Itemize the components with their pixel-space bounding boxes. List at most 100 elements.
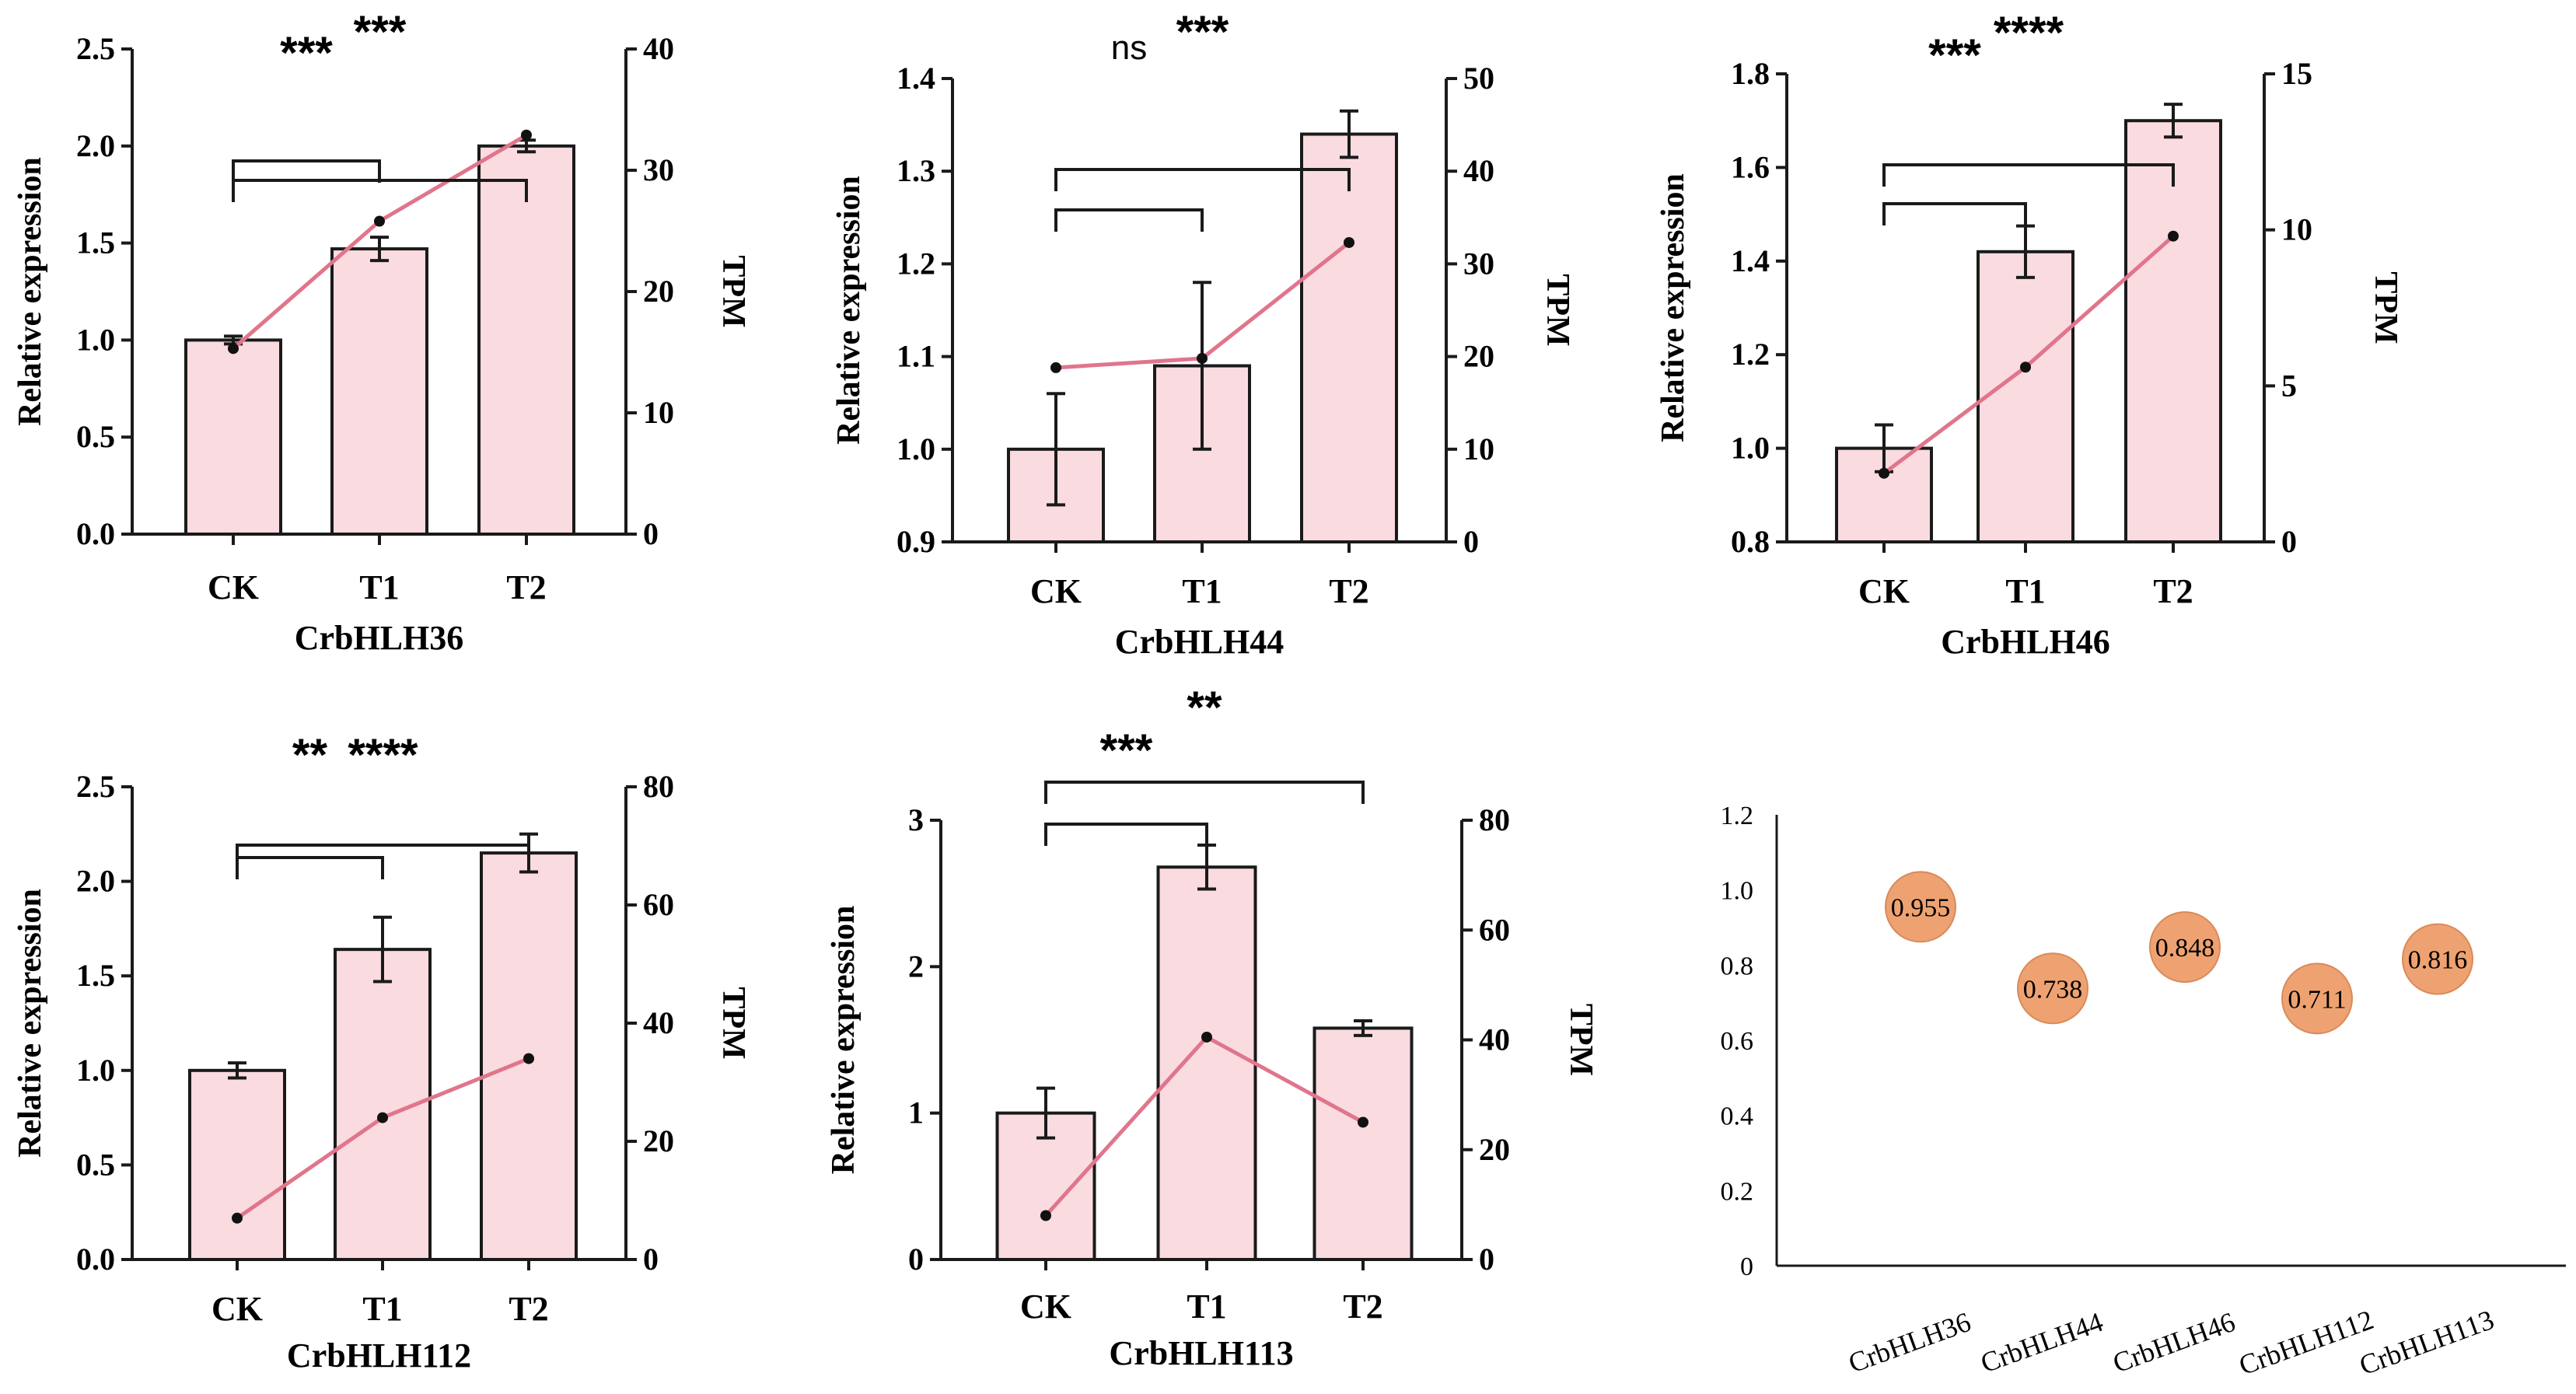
x-tick-label: T2	[1329, 572, 1368, 610]
y-tick-label: 0.8	[1721, 952, 1754, 980]
x-tick-label: CK	[1858, 572, 1910, 610]
x-tick-label: T2	[1343, 1287, 1382, 1326]
correlation-bubble	[2149, 911, 2221, 983]
chart-panel-6: 0 0.2 0.4 0.6 0.8 1.0 1.2 0.955 CrbHLH36 0.738 Crb…	[1721, 802, 2566, 1381]
y2-tick-label: 40	[643, 31, 674, 66]
x-tick-label: T1	[2005, 572, 2045, 610]
y-tick-label: 0	[1740, 1253, 1753, 1281]
x-tick-label: T2	[2153, 572, 2193, 610]
bar-CK	[188, 1068, 286, 1262]
x-category-label: CrbHLH112	[2235, 1304, 2377, 1381]
correlation-bubble	[2017, 952, 2088, 1025]
y-tick-label: 0.2	[1721, 1177, 1754, 1206]
y2-tick-label: 20	[643, 274, 674, 309]
y-tick-label: 2.0	[76, 128, 115, 163]
y2-axis-title: TPM	[715, 255, 751, 327]
y-tick-label: 0	[908, 1242, 924, 1277]
y-tick-label: 1.0	[897, 431, 935, 466]
tpm-point	[377, 1112, 388, 1123]
y2-tick-label: 20	[1463, 339, 1494, 374]
x-tick-label: T1	[362, 1290, 402, 1328]
x-tick-label: T1	[359, 568, 399, 606]
y2-tick-label: 0	[643, 516, 659, 551]
y-tick-label: 2	[908, 949, 924, 983]
y2-tick-label: 80	[1479, 802, 1510, 837]
y-tick-label: 1.2	[1721, 802, 1754, 830]
y-axis-title: Relative expression	[12, 157, 48, 426]
y-tick-label: 1.1	[897, 339, 935, 374]
x-category-label: CrbHLH36	[1844, 1306, 1975, 1379]
x-tick-label: T1	[1187, 1287, 1226, 1326]
tpm-point	[2020, 362, 2031, 373]
gene-title: CrbHLH46	[1941, 623, 2110, 661]
significance-label: **	[292, 730, 328, 781]
y-tick-label: 0.8	[1731, 524, 1770, 559]
y2-tick-label: 0	[1479, 1242, 1494, 1277]
significance-label: ****	[1994, 8, 2064, 58]
y-tick-label: 0.4	[1721, 1102, 1754, 1131]
y-tick-label: 0.5	[76, 419, 115, 454]
tpm-point	[228, 343, 239, 355]
y2-tick-label: 40	[1463, 153, 1494, 188]
significance-bracket	[1044, 823, 1208, 846]
y2-tick-label: 80	[643, 769, 674, 804]
tpm-point	[1358, 1116, 1368, 1128]
y-tick-label: 0.9	[897, 524, 935, 559]
significance-label: ***	[1176, 7, 1229, 58]
y-tick-label: 1.4	[1731, 243, 1770, 278]
significance-bracket	[1044, 781, 1365, 804]
tpm-point	[232, 1212, 243, 1224]
y-tick-label: 1	[908, 1095, 924, 1130]
x-category-label: CrbHLH44	[1977, 1306, 2107, 1379]
significance-bracket	[1054, 208, 1204, 232]
significance-bracket	[236, 844, 530, 867]
significance-label: ***	[1100, 725, 1153, 776]
x-category-label: CrbHLH46	[2109, 1306, 2239, 1379]
bar-T2	[477, 144, 575, 536]
x-tick-label: T2	[506, 568, 546, 606]
gene-title: CrbHLH113	[1109, 1334, 1293, 1372]
significance-bracket	[232, 159, 381, 183]
y-tick-label: 1.0	[76, 322, 115, 357]
y2-tick-label: 0	[2281, 524, 2297, 559]
bar-CK	[184, 338, 282, 536]
tpm-point	[374, 215, 385, 227]
y-axis-title: Relative expression	[1655, 173, 1691, 442]
y-tick-label: 0.5	[76, 1147, 115, 1182]
bubble-value-label: 0.848	[2155, 934, 2215, 963]
gene-title: CrbHLH112	[287, 1336, 471, 1375]
x-tick-label: CK	[208, 568, 259, 606]
y2-tick-label: 20	[1479, 1132, 1510, 1167]
y-tick-label: 1.6	[1731, 149, 1770, 184]
significance-bracket	[1054, 168, 1351, 191]
bubble-value-label: 0.711	[2288, 985, 2346, 1014]
y2-tick-label: 40	[643, 1005, 674, 1040]
significance-label: ***	[1928, 30, 1981, 81]
y-tick-label: 1.5	[76, 225, 115, 260]
y2-tick-label: 60	[1479, 912, 1510, 947]
y-axis-title: Relative expression	[12, 889, 48, 1158]
y-tick-label: 2.5	[76, 31, 115, 66]
y2-tick-label: 50	[1463, 61, 1494, 96]
tpm-point	[2168, 230, 2179, 242]
y-tick-label: 1.0	[76, 1053, 115, 1088]
significance-bracket	[232, 179, 528, 202]
y2-tick-label: 30	[643, 152, 674, 187]
y2-tick-label: 10	[1463, 431, 1494, 466]
y2-tick-label: 0	[643, 1242, 659, 1277]
bar-T1	[330, 247, 428, 536]
correlation-bubble	[2402, 923, 2473, 995]
y2-axis-title: TPM	[715, 987, 751, 1059]
correlation-bubble	[1885, 871, 1956, 943]
significance-label: **	[1187, 683, 1222, 733]
tpm-point	[1879, 467, 1889, 479]
significance-label: ***	[354, 7, 407, 58]
y-tick-label: 0.0	[76, 516, 115, 551]
y-tick-label: 1.8	[1731, 56, 1770, 91]
y-tick-label: 3	[908, 802, 924, 837]
significance-bracket	[236, 856, 384, 879]
x-category-label: CrbHLH113	[2355, 1304, 2497, 1381]
